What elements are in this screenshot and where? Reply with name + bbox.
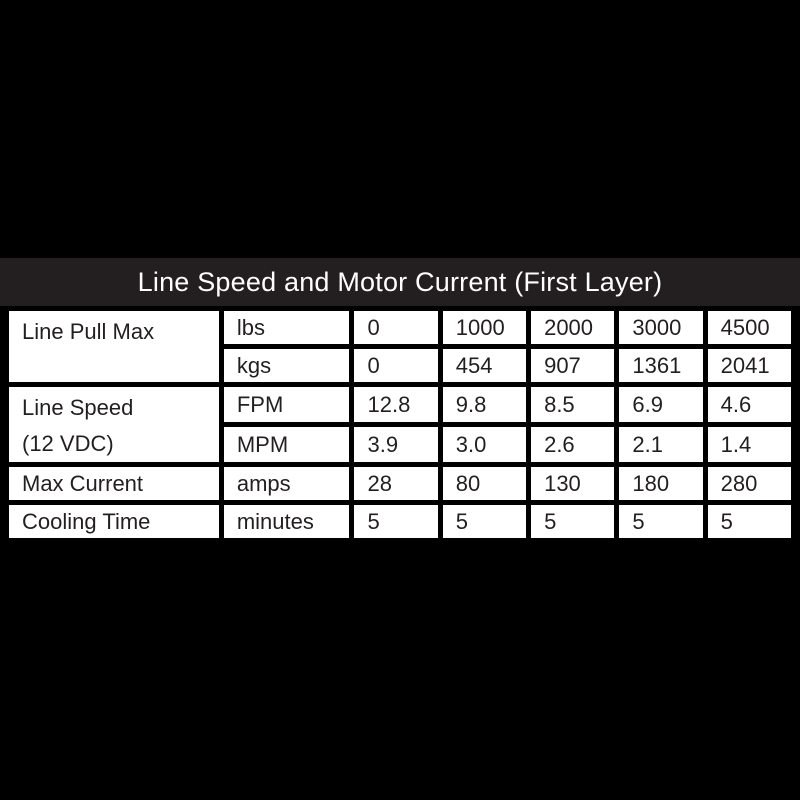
unit-cell: MPM bbox=[218, 422, 355, 467]
value-cell: 80 bbox=[437, 462, 532, 505]
table-row: Line Pull Max lbs 0 1000 2000 3000 4500 bbox=[4, 306, 797, 387]
value-cell: 8.5 bbox=[526, 382, 620, 427]
table-row: MPM 3.9 3.0 2.6 2.1 1.4 bbox=[7, 422, 797, 467]
value-cell: 907 bbox=[526, 344, 620, 387]
value-cell: 2000 bbox=[526, 306, 620, 349]
row-label-line-speed: Line Speed (12 VDC) bbox=[4, 382, 224, 467]
value-cell: 280 bbox=[702, 462, 797, 505]
value-cell: 3.9 bbox=[349, 422, 443, 467]
row-label-line-pull-max: Line Pull Max bbox=[4, 306, 224, 387]
spec-table: Line Pull Max lbs 0 1000 2000 3000 4500 … bbox=[4, 306, 797, 543]
value-cell: 1000 bbox=[437, 306, 532, 349]
value-cell: 6.9 bbox=[614, 382, 708, 427]
value-cell: 3000 bbox=[614, 306, 708, 349]
value-cell: 9.8 bbox=[437, 382, 532, 427]
value-cell: 12.8 bbox=[349, 382, 443, 427]
spec-panel: Line Speed and Motor Current (First Laye… bbox=[0, 258, 800, 543]
value-cell: 180 bbox=[614, 462, 708, 505]
table-row: Cooling Time minutes 5 5 5 5 5 bbox=[4, 500, 797, 543]
value-cell: 2041 bbox=[702, 344, 797, 387]
value-cell: 1.4 bbox=[702, 422, 797, 467]
value-cell: 1361 bbox=[614, 344, 708, 387]
value-cell: 5 bbox=[526, 500, 620, 543]
value-cell: 5 bbox=[349, 500, 443, 543]
unit-cell: kgs bbox=[218, 344, 355, 387]
row-label-text: (12 VDC) bbox=[22, 431, 114, 456]
value-cell: 454 bbox=[437, 344, 532, 387]
value-cell: 2.6 bbox=[526, 422, 620, 467]
unit-cell: lbs bbox=[218, 306, 355, 349]
table-row: Line Speed (12 VDC) FPM 12.8 9.8 8.5 6.9… bbox=[4, 382, 797, 467]
value-cell: 4.6 bbox=[702, 382, 797, 427]
value-cell: 28 bbox=[349, 462, 443, 505]
row-label-cooling-time: Cooling Time bbox=[4, 500, 224, 543]
unit-cell: amps bbox=[218, 462, 355, 505]
table-row: Max Current amps 28 80 130 180 280 bbox=[4, 462, 797, 505]
value-cell: 3.0 bbox=[437, 422, 532, 467]
value-cell: 0 bbox=[349, 344, 443, 387]
row-label-text: Line Speed bbox=[22, 395, 134, 420]
value-cell: 130 bbox=[526, 462, 620, 505]
table-row: kgs 0 454 907 1361 2041 bbox=[7, 344, 797, 387]
value-cell: 5 bbox=[614, 500, 708, 543]
value-cell: 0 bbox=[349, 306, 443, 349]
table-title-bar: Line Speed and Motor Current (First Laye… bbox=[0, 258, 800, 306]
value-cell: 4500 bbox=[702, 306, 797, 349]
row-label-max-current: Max Current bbox=[4, 462, 224, 505]
value-cell: 2.1 bbox=[614, 422, 708, 467]
table-title: Line Speed and Motor Current (First Laye… bbox=[137, 266, 663, 297]
value-cell: 5 bbox=[437, 500, 532, 543]
unit-cell: minutes bbox=[218, 500, 355, 543]
row-label-text: Line Pull Max bbox=[22, 319, 155, 344]
unit-cell: FPM bbox=[218, 382, 355, 427]
value-cell: 5 bbox=[702, 500, 797, 543]
